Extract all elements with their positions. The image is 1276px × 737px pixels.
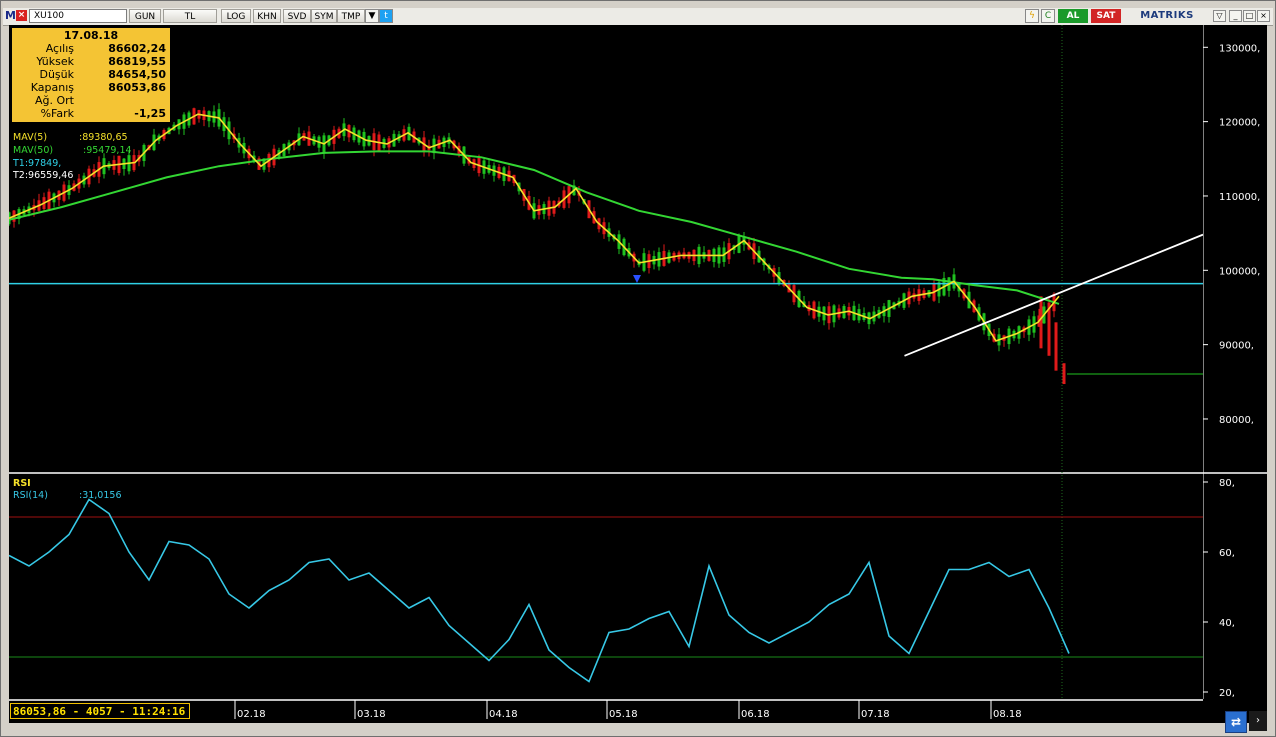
sym-button[interactable]: SYM <box>311 9 337 23</box>
close-button[interactable]: × <box>1257 10 1270 22</box>
buy-button[interactable]: AL <box>1058 9 1088 23</box>
y-axis: 130000, 120000, 110000, 100000, 90000, 80000,… <box>1202 25 1267 699</box>
candles <box>9 103 1066 385</box>
y-tick-label: 110000, <box>1219 192 1260 203</box>
signal-arrow-icon <box>633 275 641 283</box>
rsi-line <box>9 498 1070 683</box>
y-axis-svg: 130000, 120000, 110000, 100000, 90000, 80000,… <box>1202 25 1267 699</box>
tmp-button[interactable]: TMP <box>337 9 365 23</box>
info-value: 86053,86 <box>108 81 166 94</box>
candle-body <box>1062 363 1066 385</box>
toolbar: M × XU100 GUN TL LOG KHN SVD SYM TMP ▼ t… <box>3 8 1273 26</box>
info-date: 17.08.18 <box>63 29 119 42</box>
mav5-label: MAV(5) <box>13 132 48 143</box>
ohlc-info-box: 17.08.18 Açılış 86602,24 Yüksek 86819,55… <box>12 28 170 122</box>
status-readout: 86053,86 - 4057 - 11:24:16 <box>10 703 190 719</box>
x-tick-label: 05.18 <box>609 709 638 720</box>
dropdown-arrow-icon[interactable]: ▼ <box>365 9 379 23</box>
close-symbol-icon[interactable]: × <box>16 10 27 21</box>
price-rsi-chart <box>9 25 1203 699</box>
info-label: Açılış <box>45 42 74 55</box>
info-label: %Fark <box>40 107 74 120</box>
info-label: Yüksek <box>36 55 74 68</box>
svd-button[interactable]: SVD <box>283 9 311 23</box>
y-tick-label: 90000, <box>1219 341 1254 352</box>
t1-label: T1:97849, <box>13 158 62 169</box>
twitter-icon[interactable]: t <box>379 9 393 23</box>
candle-body <box>1054 322 1058 371</box>
log-button[interactable]: LOG <box>221 9 251 23</box>
currency-button[interactable]: TL <box>163 9 217 23</box>
rsi-value: :31,0156 <box>79 490 122 501</box>
mav50-label: MAV(50) <box>13 145 54 156</box>
mav5-line <box>9 113 1060 342</box>
refresh-icon[interactable]: C <box>1041 9 1055 23</box>
x-tick-label: 08.18 <box>993 709 1022 720</box>
x-tick-label: 07.18 <box>861 709 890 720</box>
info-label: Kapanış <box>30 81 74 94</box>
y-tick-label: 80000, <box>1219 415 1254 426</box>
trend-line <box>904 233 1203 357</box>
candle-body <box>1039 296 1043 349</box>
y-tick-label: 60, <box>1219 548 1235 559</box>
y-tick-label: 120000, <box>1219 118 1260 129</box>
x-tick-label: 02.18 <box>237 709 266 720</box>
scroll-right-icon[interactable]: › <box>1249 711 1267 731</box>
x-axis: 02.18 03.18 04.18 05.18 06.18 07.18 08.18 8605… <box>9 699 1267 723</box>
rsi-title: RSI <box>13 478 31 489</box>
chart-area[interactable]: 17.08.18 Açılış 86602,24 Yüksek 86819,55… <box>9 25 1203 699</box>
mav50-value: :95479,14 <box>83 145 132 156</box>
candle-body <box>1047 303 1051 356</box>
info-value: 86819,55 <box>108 55 166 68</box>
info-value: 86602,24 <box>108 42 166 55</box>
x-tick-label: 06.18 <box>741 709 770 720</box>
t2-label: T2:96559,46 <box>13 170 74 181</box>
dropdown-button[interactable]: ▽ <box>1213 10 1226 22</box>
mav5-value: :89380,65 <box>79 132 128 143</box>
brand-logo: MATRIKS <box>1140 10 1194 21</box>
info-label: Düşük <box>39 68 74 81</box>
x-axis-svg: 02.18 03.18 04.18 05.18 06.18 07.18 08.18 <box>9 699 1203 720</box>
y-tick-label: 130000, <box>1219 43 1260 54</box>
rsi-label: RSI(14) <box>13 490 48 501</box>
lightning-icon[interactable]: ϟ <box>1025 9 1039 23</box>
mav50-line <box>9 150 1060 305</box>
y-tick-label: 80, <box>1219 478 1235 489</box>
y-tick-label: 20, <box>1219 688 1235 699</box>
sell-button[interactable]: SAT <box>1091 9 1121 23</box>
symbol-input[interactable]: XU100 <box>29 9 127 23</box>
y-tick-label: 40, <box>1219 618 1235 629</box>
info-label: Ağ. Ort <box>35 94 74 107</box>
info-value: -1,25 <box>134 107 166 120</box>
y-tick-label: 100000, <box>1219 266 1260 277</box>
info-value: 84654,50 <box>108 68 166 81</box>
sync-icon[interactable]: ⇄ <box>1225 711 1247 733</box>
x-tick-label: 04.18 <box>489 709 518 720</box>
matriks-m-icon: M <box>5 9 16 22</box>
minimize-button[interactable]: _ <box>1229 10 1242 22</box>
x-tick-label: 03.18 <box>357 709 386 720</box>
maximize-button[interactable]: □ <box>1243 10 1256 22</box>
khn-button[interactable]: KHN <box>253 9 281 23</box>
period-button[interactable]: GUN <box>129 9 161 23</box>
